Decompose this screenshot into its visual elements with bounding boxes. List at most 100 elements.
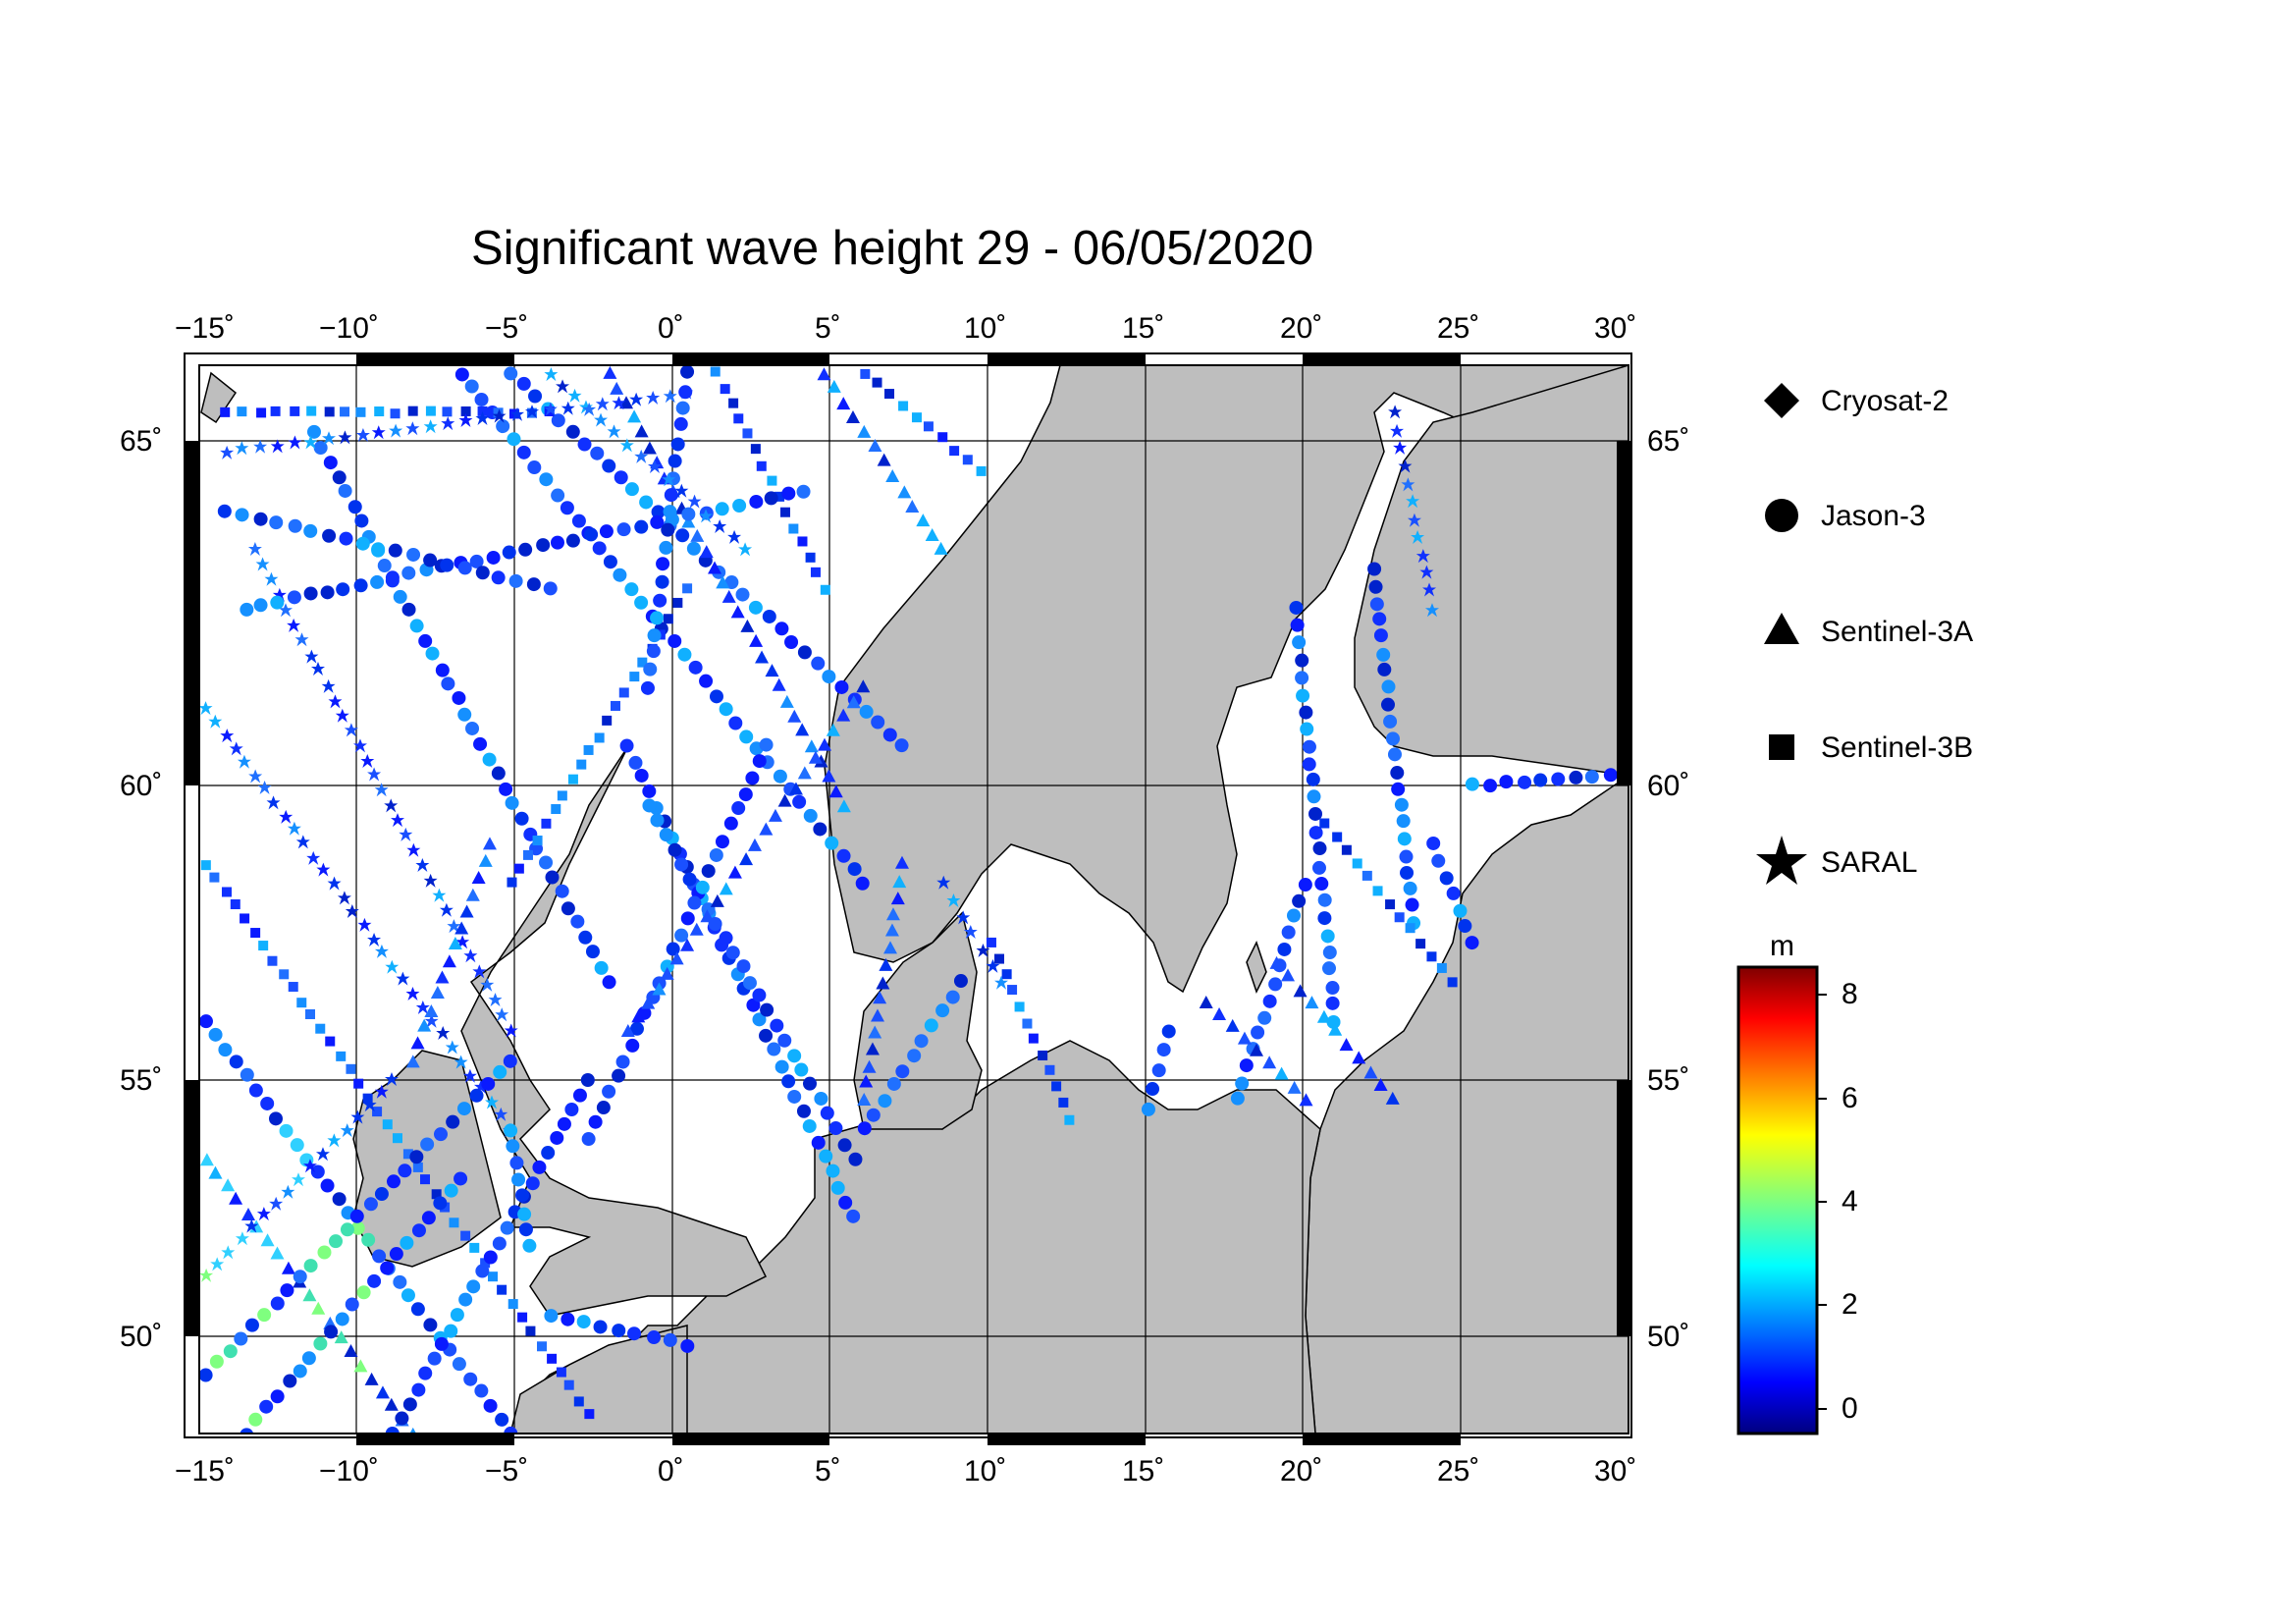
track-point xyxy=(516,445,531,460)
circle-icon xyxy=(1765,499,1798,532)
track-point xyxy=(700,909,715,923)
track-point xyxy=(602,975,616,990)
track-point xyxy=(680,365,695,379)
track-point xyxy=(374,783,389,797)
track-point xyxy=(454,367,469,382)
track-point xyxy=(208,1165,223,1179)
track-point xyxy=(507,1299,518,1310)
track-point xyxy=(730,605,745,619)
track-point xyxy=(266,795,281,810)
track-point xyxy=(256,1207,271,1221)
track-point xyxy=(1405,897,1419,912)
track-point xyxy=(907,1049,922,1063)
track-point xyxy=(576,759,587,770)
track-point xyxy=(372,1107,383,1117)
track-point xyxy=(871,715,885,730)
track-point xyxy=(444,1324,458,1338)
track-point xyxy=(720,384,730,395)
track-point xyxy=(1302,757,1316,772)
square-icon xyxy=(1769,734,1794,760)
track-point xyxy=(680,938,695,951)
track-point xyxy=(528,389,543,404)
track-point xyxy=(745,771,760,785)
track-point xyxy=(1293,984,1308,998)
track-point xyxy=(756,460,767,471)
track-point xyxy=(557,1116,571,1131)
track-point xyxy=(541,1146,556,1161)
track-point xyxy=(457,707,472,722)
track-point xyxy=(802,1076,817,1091)
track-point xyxy=(316,862,331,877)
track-point xyxy=(421,1211,436,1225)
track-point xyxy=(302,1159,317,1173)
track-point xyxy=(1453,903,1468,918)
track-point xyxy=(738,787,753,802)
track-point xyxy=(1308,826,1323,840)
track-point xyxy=(411,1382,426,1397)
track-point xyxy=(986,958,1000,973)
track-point xyxy=(1235,1076,1250,1091)
track-point xyxy=(288,518,302,533)
legend-label-saral: SARAL xyxy=(1821,846,1918,879)
track-point xyxy=(305,1008,316,1019)
track-point xyxy=(624,582,639,597)
track-point xyxy=(240,602,254,617)
track-point xyxy=(561,901,575,916)
track-point xyxy=(659,828,673,842)
track-point xyxy=(322,528,337,543)
track-point xyxy=(240,1067,254,1082)
track-point xyxy=(797,766,812,780)
track-point xyxy=(660,959,674,974)
track-point xyxy=(699,545,714,559)
track-point xyxy=(253,598,268,613)
track-point xyxy=(682,872,697,887)
track-point xyxy=(460,406,471,416)
track-point xyxy=(646,644,661,659)
track-point xyxy=(584,1409,595,1420)
track-point xyxy=(536,538,551,553)
track-point xyxy=(424,1013,439,1028)
track-point xyxy=(235,441,249,456)
track-point xyxy=(614,470,628,485)
track-point xyxy=(382,1119,393,1130)
track-point xyxy=(488,993,503,1007)
track-point xyxy=(384,1397,399,1411)
track-point xyxy=(627,409,642,423)
track-point xyxy=(777,1033,792,1048)
track-point xyxy=(1341,844,1352,855)
track-point xyxy=(544,367,559,382)
track-point xyxy=(237,406,247,417)
track-point xyxy=(556,1367,566,1378)
track-point xyxy=(710,893,724,907)
lon-tick-bottom: −5˚ xyxy=(485,1455,529,1488)
track-point xyxy=(582,402,597,416)
track-point xyxy=(209,872,220,883)
track-point xyxy=(497,1284,507,1295)
track-point xyxy=(511,1172,526,1187)
track-point xyxy=(1212,1007,1227,1021)
track-point xyxy=(715,835,729,849)
track-point xyxy=(1380,697,1395,712)
track-point xyxy=(336,1051,347,1061)
track-point xyxy=(583,744,594,755)
track-point xyxy=(279,1123,294,1138)
track-point xyxy=(503,1054,517,1068)
track-point xyxy=(402,1397,417,1412)
track-point xyxy=(469,1088,484,1103)
track-point xyxy=(547,1353,558,1364)
track-point xyxy=(1239,1058,1254,1073)
track-point xyxy=(210,1257,225,1271)
track-point xyxy=(709,847,723,862)
track-point xyxy=(699,509,714,523)
track-point xyxy=(667,454,682,468)
track-point xyxy=(551,413,565,428)
track-point xyxy=(526,577,541,592)
track-point xyxy=(492,1236,507,1251)
track-point xyxy=(287,618,301,632)
track-point xyxy=(332,1192,347,1207)
track-point xyxy=(405,1055,420,1068)
track-point xyxy=(674,483,689,498)
track-point xyxy=(642,798,657,813)
track-point xyxy=(862,1059,877,1073)
track-point xyxy=(270,1389,285,1404)
